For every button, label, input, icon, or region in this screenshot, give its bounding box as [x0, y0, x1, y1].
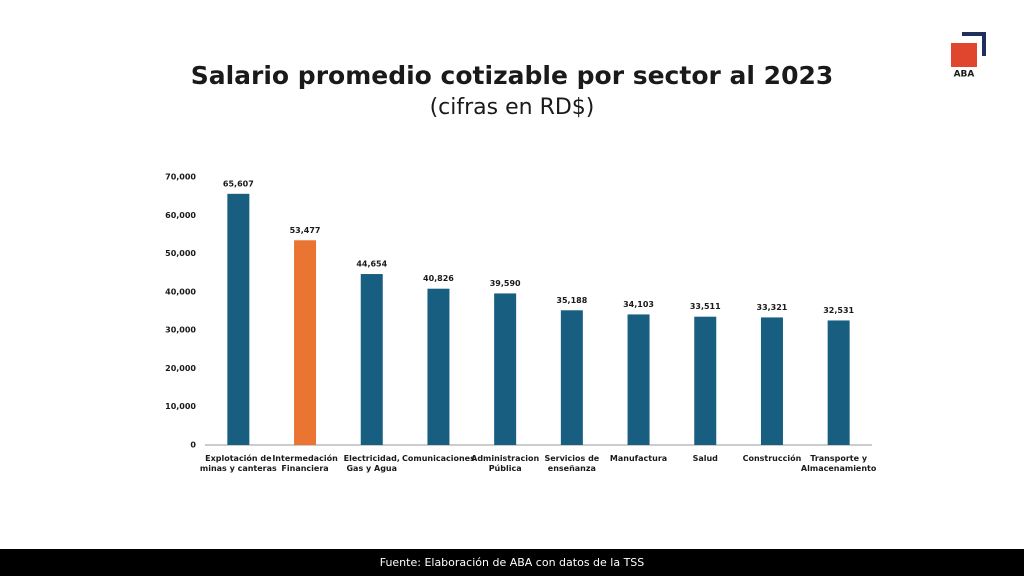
- bar: [760, 317, 783, 445]
- value-label: 32,531: [823, 306, 854, 315]
- y-tick-label: 70,000: [165, 173, 196, 182]
- logo-square: [951, 43, 977, 67]
- y-tick-label: 10,000: [165, 402, 196, 411]
- x-tick-label: Electricidad, Gas y Agua: [344, 454, 400, 473]
- bar: [694, 316, 717, 445]
- bar: [560, 310, 583, 445]
- bar: [827, 320, 850, 445]
- value-label: 33,511: [690, 302, 721, 311]
- y-tick-label: 60,000: [165, 211, 196, 220]
- value-label: 35,188: [556, 296, 587, 305]
- bar: [427, 288, 450, 445]
- chart-subtitle: (cifras en RD$): [430, 95, 595, 120]
- chart-title: Salario promedio cotizable por sector al…: [191, 61, 834, 90]
- bar: [227, 193, 250, 445]
- x-tick-label: Manufactura: [610, 454, 667, 463]
- y-tick-label: 50,000: [165, 249, 196, 258]
- source-note: Fuente: Elaboración de ABA con datos de …: [380, 556, 645, 569]
- x-tick-label: Comunicaciones: [402, 454, 475, 463]
- x-tick-label: Servicios de enseñanza: [544, 454, 599, 473]
- x-tick-label: Intermedación Financiera: [272, 453, 338, 473]
- bar: [494, 293, 517, 445]
- bar: [360, 274, 383, 445]
- value-label: 33,321: [757, 303, 788, 312]
- logo-corner: [962, 32, 986, 56]
- footer-bar: [0, 549, 1024, 576]
- bar: [627, 314, 650, 445]
- value-label: 34,103: [623, 300, 654, 309]
- bar: [294, 240, 317, 445]
- x-tick-label: Salud: [693, 454, 719, 463]
- y-tick-label: 40,000: [165, 287, 196, 296]
- value-label: 65,607: [223, 179, 254, 188]
- x-tick-label: Explotación de minas y canteras: [200, 453, 277, 473]
- logo-text: ABA: [954, 70, 975, 80]
- value-label: 53,477: [290, 226, 321, 235]
- y-tick-label: 0: [190, 441, 196, 450]
- value-label: 44,654: [356, 260, 387, 269]
- value-label: 40,826: [423, 274, 454, 283]
- x-tick-label: Construcción: [743, 453, 802, 463]
- x-tick-label: Transporte y Almacenamiento: [801, 454, 877, 473]
- y-tick-label: 20,000: [165, 364, 196, 373]
- logo: ABA: [951, 32, 986, 80]
- value-label: 39,590: [490, 279, 521, 288]
- y-tick-label: 30,000: [165, 326, 196, 335]
- x-tick-label: Administracion Pública: [471, 454, 539, 473]
